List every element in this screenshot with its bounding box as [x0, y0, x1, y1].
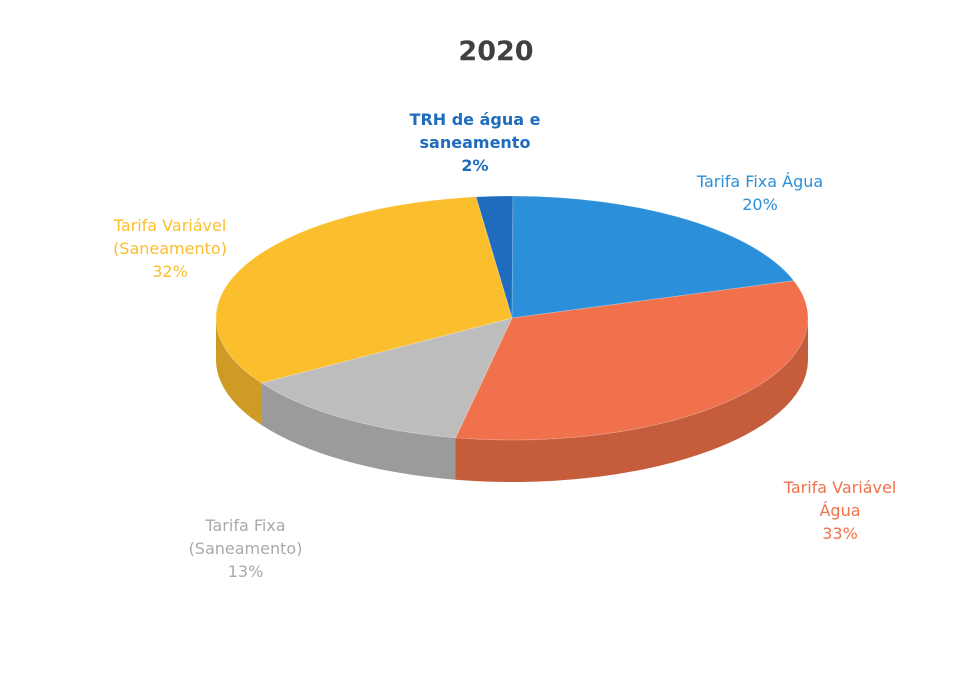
- data-label: Tarifa Fixa (Saneamento) 13%: [178, 514, 313, 583]
- data-label: Tarifa Fixa Água 20%: [660, 170, 860, 216]
- slice-side: [455, 318, 808, 482]
- category-label: Tarifa Fixa (Saneamento): [188, 516, 303, 558]
- data-label: TRH de água e saneamento 2%: [400, 108, 550, 177]
- value-label: 2%: [461, 156, 489, 175]
- slice-side: [261, 383, 456, 480]
- slice: [511, 195, 795, 319]
- category-label: Tarifa Fixa Água: [696, 172, 824, 191]
- slice: [215, 196, 513, 384]
- category-label: TRH de água e saneamento: [409, 110, 541, 152]
- value-label: 32%: [152, 262, 188, 281]
- value-label: 33%: [822, 524, 858, 543]
- slice: [260, 317, 513, 439]
- value-label: 13%: [227, 562, 264, 581]
- slice: [454, 280, 809, 441]
- slice-side: [216, 318, 262, 426]
- category-label: Tarifa Variável (Saneamento): [113, 216, 227, 258]
- chart-title: 2020: [458, 36, 534, 67]
- slice: [475, 195, 514, 319]
- data-label: Tarifa Variável (Saneamento) 32%: [95, 214, 245, 283]
- value-label: 20%: [742, 195, 778, 214]
- data-label: Tarifa Variável Água 33%: [765, 476, 915, 545]
- category-label: Tarifa Variável Água: [783, 478, 897, 520]
